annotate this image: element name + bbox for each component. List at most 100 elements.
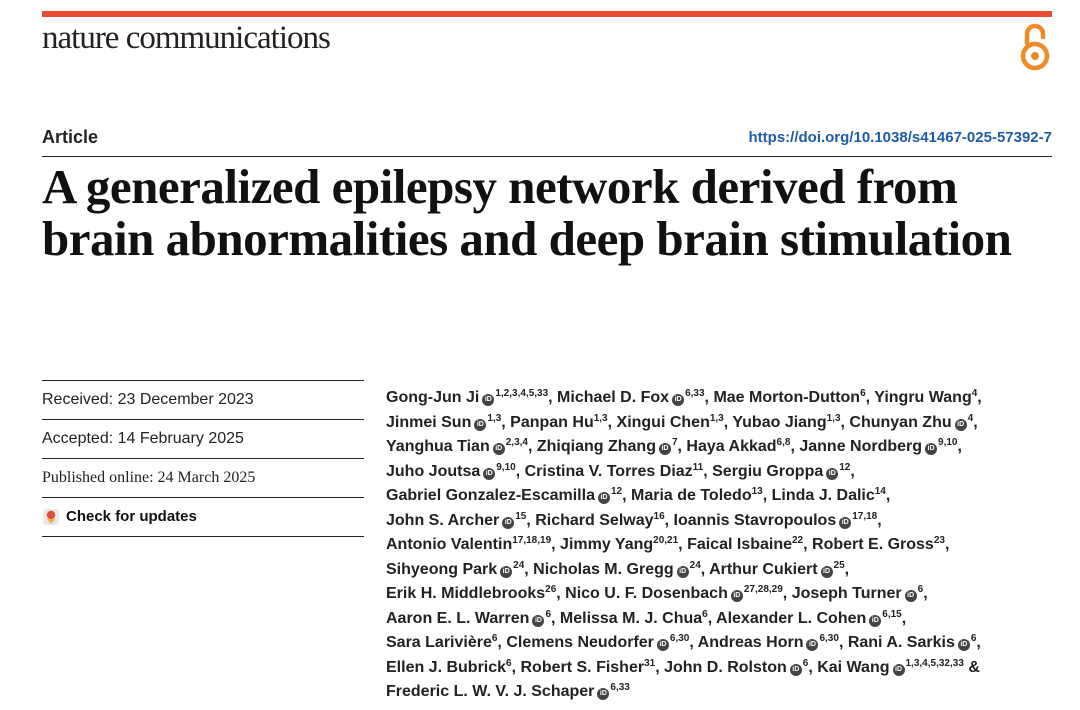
- author-separator: ,: [901, 609, 907, 627]
- orcid-icon[interactable]: iD: [672, 394, 685, 406]
- orcid-icon[interactable]: iD: [892, 663, 905, 676]
- author-name[interactable]: Gong-Jun Ji: [386, 389, 480, 406]
- affiliation-numbers: 12: [610, 486, 623, 497]
- author-name[interactable]: Yingru Wang: [874, 389, 972, 406]
- author-separator: ,: [782, 585, 792, 602]
- author-name[interactable]: Yanghua Tian: [386, 438, 490, 455]
- article-header-row: Article https://doi.org/10.1038/s41467-0…: [42, 126, 1052, 157]
- author-name[interactable]: Chunyan Zhu: [849, 413, 952, 431]
- author-name[interactable]: Erik H. Middlebrooks: [386, 585, 546, 602]
- affiliation-numbers: 26: [545, 584, 557, 595]
- author-name[interactable]: Gabriel Gonzalez-Escamilla: [386, 487, 595, 504]
- author-separator: ,: [840, 413, 850, 431]
- author-name[interactable]: Kai Wang: [817, 658, 890, 676]
- author-name[interactable]: Janne Nordberg: [799, 438, 923, 455]
- author-name[interactable]: John S. Archer: [386, 511, 500, 529]
- author-name[interactable]: Frederic L. W. V. J. Schaper: [386, 683, 595, 700]
- orcid-icon[interactable]: iD: [658, 443, 671, 455]
- author-name[interactable]: Zhiqiang Zhang: [536, 438, 656, 455]
- author-separator: ,: [556, 585, 566, 602]
- author-name[interactable]: John D. Rolston: [664, 658, 787, 676]
- author-name[interactable]: Andreas Horn: [697, 634, 804, 651]
- author-separator: ,: [515, 462, 525, 480]
- orcid-icon[interactable]: iD: [925, 443, 938, 455]
- author-name[interactable]: Yubao Jiang: [732, 413, 827, 431]
- doi-link[interactable]: https://doi.org/10.1038/s41467-025-57392…: [748, 129, 1053, 146]
- author-name[interactable]: Ioannis Stavropoulos: [673, 511, 837, 529]
- orcid-icon[interactable]: iD: [656, 639, 669, 651]
- author-name[interactable]: Cristina V. Torres Diaz: [524, 462, 693, 480]
- author-separator: ,: [877, 511, 882, 529]
- orcid-icon[interactable]: iD: [839, 516, 852, 529]
- orcid-icon[interactable]: iD: [730, 590, 743, 602]
- author-name[interactable]: Sergiu Groppa: [712, 462, 824, 480]
- orcid-icon[interactable]: iD: [597, 688, 610, 700]
- author-name[interactable]: Ellen J. Bubrick: [386, 658, 507, 676]
- orcid-icon[interactable]: iD: [820, 565, 833, 578]
- orcid-icon[interactable]: iD: [789, 663, 802, 676]
- author-separator: ,: [885, 487, 891, 504]
- author-name[interactable]: Nico U. F. Dosenbach: [565, 585, 728, 602]
- affiliation-numbers: 6: [860, 388, 866, 399]
- author-name[interactable]: Robert S. Fisher: [520, 658, 645, 676]
- author-separator: ,: [923, 585, 928, 602]
- received-date: Received: 23 December 2023: [42, 381, 364, 420]
- author-name[interactable]: Melissa M. J. Chua: [559, 609, 703, 627]
- author-name[interactable]: Jinmei Sun: [386, 413, 472, 431]
- orcid-icon[interactable]: iD: [826, 467, 839, 480]
- orcid-icon[interactable]: iD: [676, 565, 689, 578]
- author-line: Erik H. Middlebrooks26, Nico U. F. Dosen…: [386, 582, 1066, 607]
- orcid-icon[interactable]: iD: [502, 516, 515, 529]
- author-name[interactable]: Robert E. Gross: [812, 536, 934, 553]
- affiliation-numbers: 7: [671, 437, 678, 448]
- author-name[interactable]: Xingui Chen: [616, 413, 710, 431]
- orcid-icon[interactable]: iD: [483, 467, 496, 480]
- author-separator: ,: [723, 413, 733, 431]
- author-name[interactable]: Alexander L. Cohen: [716, 609, 867, 627]
- author-name[interactable]: Sihyeong Park: [386, 560, 498, 578]
- affiliation-numbers: 15: [515, 510, 527, 522]
- author-name[interactable]: Joseph Turner: [791, 585, 902, 602]
- author-separator: ,: [527, 438, 537, 455]
- orcid-icon[interactable]: iD: [904, 590, 917, 602]
- author-name[interactable]: Faical Isbaine: [687, 536, 792, 553]
- author-name[interactable]: Juho Joutsa: [386, 462, 481, 480]
- author-name[interactable]: Antonio Valentin: [386, 536, 513, 553]
- orcid-icon[interactable]: iD: [869, 614, 882, 627]
- affiliation-numbers: 6,30: [669, 633, 690, 644]
- author-name[interactable]: Arthur Cukiert: [709, 560, 818, 578]
- orcid-icon[interactable]: iD: [954, 418, 967, 431]
- author-name[interactable]: Linda J. Dalic: [771, 487, 875, 504]
- orcid-icon[interactable]: iD: [482, 394, 495, 406]
- author-name[interactable]: Rani A. Sarkis: [847, 634, 955, 651]
- orcid-icon[interactable]: iD: [500, 565, 513, 578]
- author-name[interactable]: Mae Morton-Dutton: [713, 389, 861, 406]
- author-separator: ,: [707, 609, 717, 627]
- author-name[interactable]: Jimmy Yang: [560, 536, 654, 553]
- check-for-updates-button[interactable]: Check for updates: [42, 498, 364, 537]
- orcid-icon[interactable]: iD: [597, 492, 610, 504]
- author-separator: ,: [704, 389, 714, 406]
- journal-logo[interactable]: nature communications: [42, 20, 331, 56]
- affiliation-numbers: 6,8: [776, 437, 791, 448]
- author-name[interactable]: Aaron E. L. Warren: [386, 609, 530, 627]
- affiliation-numbers: 22: [792, 535, 804, 546]
- orcid-icon[interactable]: iD: [957, 639, 970, 651]
- author-name[interactable]: Panpan Hu: [510, 413, 594, 431]
- author-name[interactable]: Clemens Neudorfer: [506, 634, 654, 651]
- affiliation-numbers: 16: [653, 510, 665, 522]
- author-name[interactable]: Maria de Toledo: [630, 487, 752, 504]
- orcid-icon[interactable]: iD: [532, 614, 545, 627]
- author-name[interactable]: Richard Selway: [535, 511, 654, 529]
- affiliation-numbers: 11: [692, 461, 704, 473]
- orcid-icon[interactable]: iD: [492, 443, 505, 455]
- author-name[interactable]: Sara Larivière: [386, 634, 492, 651]
- author-separator: ,: [973, 413, 978, 431]
- orcid-icon[interactable]: iD: [474, 418, 487, 431]
- author-line: Frederic L. W. V. J. Schaper iD6,33: [386, 680, 1066, 705]
- author-name[interactable]: Nicholas M. Gregg: [533, 560, 674, 578]
- orcid-icon[interactable]: iD: [806, 639, 819, 651]
- author-name[interactable]: Haya Akkad: [686, 438, 777, 455]
- publication-meta: Received: 23 December 2023 Accepted: 14 …: [42, 380, 364, 537]
- author-name[interactable]: Michael D. Fox: [557, 389, 670, 406]
